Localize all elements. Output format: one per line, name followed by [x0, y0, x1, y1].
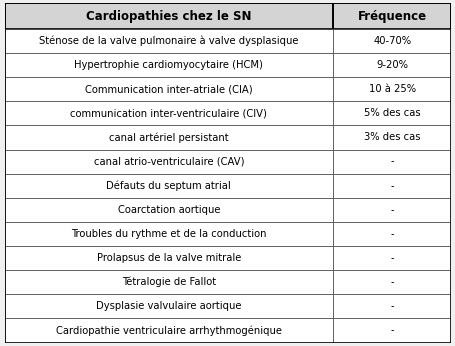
Text: Prolapsus de la valve mitrale: Prolapsus de la valve mitrale [96, 253, 240, 263]
Text: 40-70%: 40-70% [372, 36, 410, 46]
Text: Tétralogie de Fallot: Tétralogie de Fallot [121, 277, 215, 288]
Bar [332, 246, 450, 270]
Bar [332, 3, 450, 29]
Bar [332, 77, 450, 101]
Bar [5, 29, 332, 53]
Bar [5, 125, 332, 149]
Bar [332, 198, 450, 222]
Bar [332, 29, 450, 53]
Bar [5, 294, 332, 318]
Bar [5, 101, 332, 125]
Text: Fréquence: Fréquence [357, 10, 426, 23]
Text: Défauts du septum atrial: Défauts du septum atrial [106, 181, 231, 191]
Text: Hypertrophie cardiomyocytaire (HCM): Hypertrophie cardiomyocytaire (HCM) [74, 60, 263, 70]
Text: -: - [389, 277, 393, 287]
Bar [5, 174, 332, 198]
Text: -: - [389, 157, 393, 166]
Text: Cardiopathies chez le SN: Cardiopathies chez le SN [86, 10, 251, 23]
Bar [332, 125, 450, 149]
Text: 5% des cas: 5% des cas [363, 108, 420, 118]
Bar [332, 77, 450, 101]
Bar [5, 53, 332, 77]
Text: Coarctation aortique: Coarctation aortique [117, 205, 220, 215]
Bar [332, 174, 450, 198]
Text: Communication inter-atriale (CIA): Communication inter-atriale (CIA) [85, 84, 252, 94]
Bar [5, 29, 332, 53]
Text: canal atrio-ventriculaire (CAV): canal atrio-ventriculaire (CAV) [93, 157, 243, 166]
Bar [332, 246, 450, 270]
Bar [5, 294, 332, 318]
Text: -: - [389, 301, 393, 311]
Bar [332, 101, 450, 125]
Text: Cardiopathie ventriculaire arrhythmogénique: Cardiopathie ventriculaire arrhythmogéni… [56, 325, 281, 336]
Bar [5, 270, 332, 294]
Bar [332, 294, 450, 318]
Bar [5, 318, 332, 343]
Bar [332, 294, 450, 318]
Bar [5, 246, 332, 270]
Bar [332, 125, 450, 149]
Bar [5, 53, 332, 77]
Bar [332, 149, 450, 174]
Bar [5, 77, 332, 101]
Bar [332, 222, 450, 246]
Text: 9-20%: 9-20% [375, 60, 407, 70]
Text: Sténose de la valve pulmonaire à valve dysplasique: Sténose de la valve pulmonaire à valve d… [39, 36, 298, 46]
Text: 10 à 25%: 10 à 25% [368, 84, 415, 94]
Text: -: - [389, 253, 393, 263]
Bar [5, 77, 332, 101]
Bar [5, 149, 332, 174]
Bar [332, 318, 450, 343]
Bar [332, 198, 450, 222]
Bar [332, 101, 450, 125]
Text: 3% des cas: 3% des cas [363, 133, 420, 143]
Bar [332, 29, 450, 53]
Bar [5, 270, 332, 294]
Bar [332, 174, 450, 198]
Text: communication inter-ventriculaire (CIV): communication inter-ventriculaire (CIV) [70, 108, 267, 118]
Text: -: - [389, 181, 393, 191]
Bar [5, 3, 332, 29]
Bar [5, 246, 332, 270]
Bar [5, 174, 332, 198]
Bar [332, 53, 450, 77]
Bar [5, 3, 332, 29]
Text: -: - [389, 229, 393, 239]
Bar [332, 149, 450, 174]
Bar [332, 3, 450, 29]
Bar [332, 270, 450, 294]
Text: Dysplasie valvulaire aortique: Dysplasie valvulaire aortique [96, 301, 241, 311]
Text: -: - [389, 205, 393, 215]
Bar [5, 101, 332, 125]
Bar [5, 222, 332, 246]
Bar [332, 222, 450, 246]
Bar [5, 222, 332, 246]
Bar [5, 318, 332, 343]
Text: canal artériel persistant: canal artériel persistant [109, 132, 228, 143]
Bar [332, 318, 450, 343]
Bar [332, 270, 450, 294]
Bar [5, 198, 332, 222]
Bar [5, 149, 332, 174]
Bar [332, 53, 450, 77]
Text: Troubles du rythme et de la conduction: Troubles du rythme et de la conduction [71, 229, 266, 239]
Bar [5, 198, 332, 222]
Bar [5, 125, 332, 149]
Text: -: - [389, 326, 393, 336]
